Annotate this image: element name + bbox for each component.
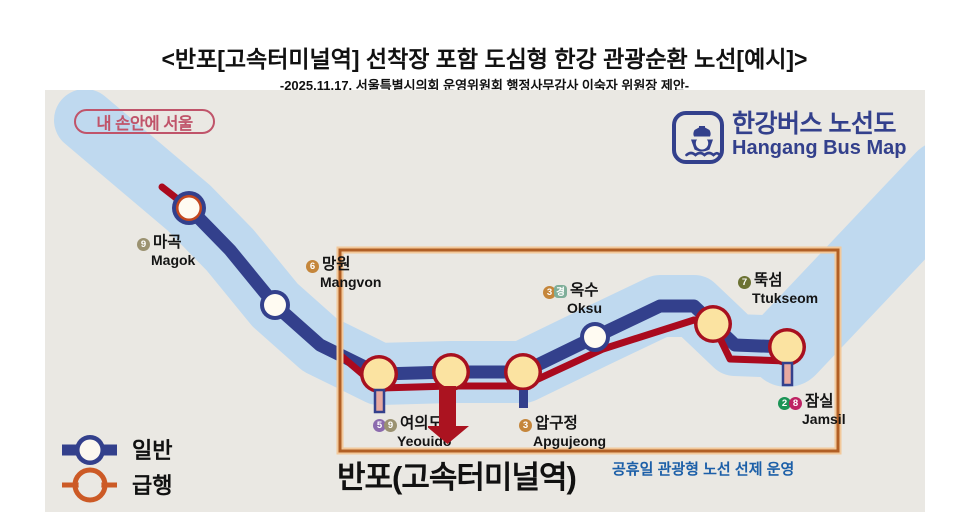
svg-text:급행: 급행	[132, 473, 172, 498]
svg-text:일반: 일반	[132, 438, 172, 463]
